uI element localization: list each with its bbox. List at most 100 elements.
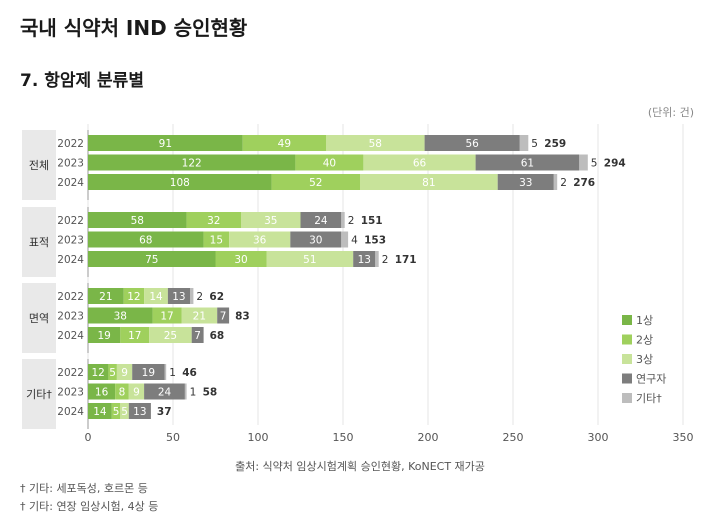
bar-segment bbox=[217, 307, 230, 324]
x-tick-label: 250 bbox=[503, 431, 524, 444]
legend-label: 3상 bbox=[636, 353, 653, 366]
x-tick-label: 50 bbox=[166, 431, 180, 444]
segment-value-label: 12 bbox=[127, 291, 140, 303]
bar-segment bbox=[88, 383, 116, 400]
bar-segment bbox=[579, 154, 588, 171]
year-label: 2022 bbox=[57, 215, 84, 227]
bar-segment bbox=[191, 327, 204, 343]
total-label: 294 bbox=[604, 158, 626, 170]
segment-value-label: 66 bbox=[413, 158, 427, 170]
segment-value-label: 19 bbox=[142, 367, 155, 379]
bar-segment bbox=[326, 135, 425, 151]
segment-value-label: 75 bbox=[145, 254, 158, 266]
bar-segment bbox=[88, 251, 216, 267]
x-tick-label: 100 bbox=[248, 431, 269, 444]
unit-note: (단위: 건) bbox=[647, 106, 694, 119]
x-tick-label: 300 bbox=[588, 431, 609, 444]
bar-segment bbox=[88, 327, 121, 343]
year-label: 2023 bbox=[57, 311, 84, 323]
segment-value-label: 9 bbox=[133, 387, 140, 399]
bar-segment bbox=[88, 403, 112, 419]
bar-segment bbox=[186, 212, 241, 228]
segment-value-label: 51 bbox=[303, 254, 316, 266]
segment-value-label: 5 bbox=[109, 367, 116, 379]
bar-segment bbox=[266, 251, 354, 267]
total-label: 83 bbox=[235, 311, 250, 323]
section-title: 7. 항암제 분류별 bbox=[20, 71, 144, 91]
bar-segment bbox=[123, 288, 145, 304]
year-label: 2024 bbox=[57, 330, 84, 342]
segment-value-label: 4 bbox=[351, 235, 358, 247]
bar-segment bbox=[108, 364, 117, 380]
bar-segment bbox=[271, 174, 360, 190]
total-label: 46 bbox=[182, 367, 197, 379]
bar-segment bbox=[88, 307, 153, 324]
segment-value-label: 5 bbox=[591, 158, 598, 170]
segment-value-label: 13 bbox=[358, 254, 371, 266]
bar-segment bbox=[88, 231, 204, 248]
total-label: 62 bbox=[209, 291, 224, 303]
segment-value-label: 108 bbox=[170, 177, 190, 189]
total-label: 68 bbox=[210, 330, 225, 342]
x-tick-label: 350 bbox=[673, 431, 694, 444]
year-label: 2022 bbox=[57, 367, 84, 379]
segment-value-label: 36 bbox=[253, 235, 267, 247]
legend-swatch bbox=[622, 315, 632, 325]
bar-segment bbox=[475, 154, 580, 171]
total-label: 37 bbox=[157, 406, 172, 418]
bar-segment bbox=[88, 212, 187, 228]
segment-value-label: 7 bbox=[220, 311, 227, 323]
bar-segment bbox=[115, 383, 129, 400]
group-label-block bbox=[22, 359, 56, 429]
segment-value-label: 21 bbox=[99, 291, 112, 303]
segment-value-label: 17 bbox=[160, 311, 173, 323]
bar-segment bbox=[88, 135, 243, 151]
group-label: 면역 bbox=[29, 312, 49, 325]
segment-value-label: 2 bbox=[196, 291, 203, 303]
legend-label: 2상 bbox=[636, 334, 653, 347]
segment-value-label: 32 bbox=[207, 215, 220, 227]
year-label: 2024 bbox=[57, 177, 84, 189]
segment-value-label: 8 bbox=[119, 387, 126, 399]
segment-value-label: 24 bbox=[314, 215, 328, 227]
year-label: 2023 bbox=[57, 387, 84, 399]
bar-segment bbox=[363, 154, 476, 171]
segment-value-label: 30 bbox=[234, 254, 247, 266]
segment-value-label: 14 bbox=[93, 406, 107, 418]
segment-value-label: 61 bbox=[521, 158, 534, 170]
segment-value-label: 24 bbox=[158, 387, 172, 399]
total-label: 171 bbox=[395, 254, 417, 266]
x-tick-label: 200 bbox=[418, 431, 439, 444]
bar-segment bbox=[128, 403, 151, 419]
bar-segment bbox=[519, 135, 529, 151]
bar-segment bbox=[215, 251, 267, 267]
segment-value-label: 5 bbox=[531, 138, 538, 150]
segment-value-label: 35 bbox=[264, 215, 277, 227]
segment-value-label: 38 bbox=[114, 311, 127, 323]
bar-segment bbox=[242, 135, 326, 151]
group-label-block bbox=[22, 130, 56, 200]
bar-segment bbox=[341, 231, 349, 248]
group-label-block bbox=[22, 283, 56, 353]
segment-value-label: 13 bbox=[172, 291, 185, 303]
segment-value-label: 30 bbox=[309, 235, 322, 247]
bar-segment bbox=[181, 307, 218, 324]
bar-segment bbox=[164, 364, 167, 380]
segment-value-label: 9 bbox=[121, 367, 128, 379]
segment-value-label: 1 bbox=[190, 387, 197, 399]
legend-label: 연구자 bbox=[636, 373, 666, 386]
legend-swatch bbox=[622, 393, 632, 403]
segment-value-label: 5 bbox=[113, 406, 120, 418]
bar-segment bbox=[424, 135, 520, 151]
segment-value-label: 91 bbox=[159, 138, 172, 150]
footnote-other-1: † 기타: 세포독성, 호르몬 등 bbox=[20, 482, 148, 495]
bar-segment bbox=[144, 288, 168, 304]
segment-value-label: 5 bbox=[121, 406, 128, 418]
segment-value-label: 49 bbox=[278, 138, 291, 150]
legend-swatch bbox=[622, 373, 632, 384]
bar-segment bbox=[88, 364, 109, 380]
bar-segment bbox=[149, 327, 192, 343]
bar-segment bbox=[241, 212, 301, 228]
group-label-block bbox=[22, 207, 56, 277]
segment-value-label: 19 bbox=[97, 330, 110, 342]
